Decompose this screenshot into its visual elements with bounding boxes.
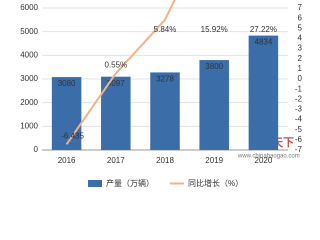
line (65, 0, 176, 145)
bar-value-label: 3097 (107, 79, 125, 88)
legend-swatch (88, 180, 102, 187)
y2-tick-label: 5 (298, 23, 303, 32)
y-tick-label: 5000 (20, 27, 38, 36)
line-value-label: 27.22% (250, 25, 277, 34)
y2-tick-label: -5 (295, 125, 303, 134)
x-tick-label: 2017 (107, 156, 125, 165)
y2-tick-label: -2 (295, 94, 303, 103)
y2-tick-label: -3 (295, 105, 303, 114)
y-tick-label: 6000 (20, 3, 38, 12)
line-value-label: 0.55% (104, 61, 127, 70)
bar (150, 72, 180, 150)
legend-label: 同比增长（%） (188, 178, 243, 188)
y-tick-label: 0 (34, 145, 39, 154)
bar-value-label: 3080 (58, 79, 76, 88)
line-value-label: 5.84% (154, 25, 177, 34)
x-tick-label: 2016 (58, 156, 76, 165)
line-value-label: 15.92% (201, 25, 228, 34)
bar (51, 77, 82, 150)
y2-tick-label: 7 (298, 3, 303, 12)
bar-value-label: 3800 (205, 62, 223, 71)
watermark-url: www.chinabaogao.com (237, 154, 300, 160)
y-tick-label: 4000 (20, 50, 38, 59)
bar-value-label: 3278 (156, 75, 174, 84)
y2-tick-label: 4 (298, 34, 303, 43)
y2-tick-label: 3 (298, 44, 303, 53)
y-tick-label: 1000 (20, 121, 38, 130)
y-tick-label: 3000 (20, 74, 38, 83)
x-tick-label: 2018 (156, 156, 174, 165)
y2-tick-label: 0 (298, 74, 303, 83)
y2-tick-label: 6 (298, 13, 303, 22)
y2-tick-label: 1 (298, 64, 303, 73)
chart: 观研天下 www.chinabaogao.com 010002000300040… (20, 0, 303, 188)
y2-tick-label: -4 (295, 115, 303, 124)
y2-tick-label: -1 (295, 84, 303, 93)
y2-tick-label: 2 (298, 54, 303, 63)
bar-value-label: 4834 (255, 38, 273, 47)
y2-tick-label: -6 (295, 135, 303, 144)
bar (248, 35, 279, 150)
y2-tick-label: -7 (295, 145, 303, 154)
x-tick-label: 2020 (255, 156, 273, 165)
bar (199, 60, 229, 150)
line-value-label: -6.435 (61, 131, 84, 140)
y-tick-label: 2000 (20, 98, 38, 107)
legend-label: 产量（万辆） (106, 178, 154, 188)
x-tick-label: 2019 (205, 156, 223, 165)
